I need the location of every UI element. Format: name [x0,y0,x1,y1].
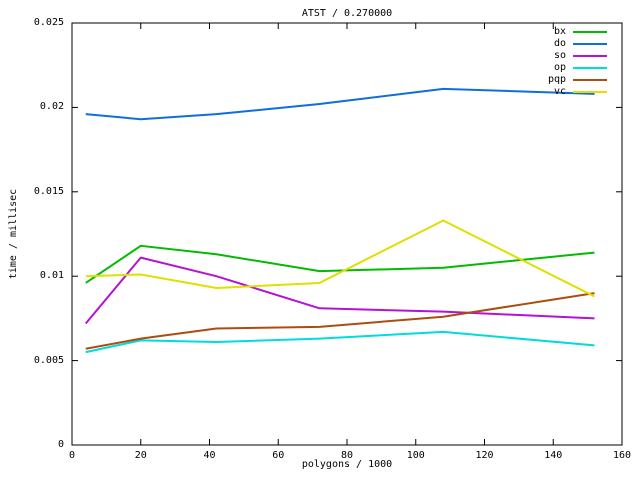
x-tick-label: 160 [612,450,632,461]
legend-line-sample-pqp [573,79,607,81]
y-tick-label: 0.015 [33,185,64,197]
x-tick-label: 100 [406,450,425,461]
x-tick-label: 120 [475,450,494,461]
y-tick-label: 0.01 [39,270,64,282]
x-axis-label: polygons / 1000 [301,459,393,470]
series-line-pqp [85,292,595,350]
legend-row-so: so [554,50,607,62]
legend-line-sample-do [573,43,607,45]
legend-line-sample-bx [573,31,607,33]
x-tick-label: 0 [68,450,76,461]
legend-row-vc: vc [554,86,607,98]
legend-line-sample-so [573,55,607,57]
y-tick-label: 0 [57,439,64,450]
x-tick-label: 60 [272,450,285,461]
plot-border [71,22,623,446]
y-tick-label: 0.025 [33,17,64,28]
y-axis-label: time / millisec [8,188,19,280]
legend-row-bx: bx [554,26,607,38]
series-line-do [85,87,595,121]
legend-label-op: op [553,62,566,73]
x-tick-label: 40 [203,450,216,461]
legend-label-do: do [553,38,566,49]
legend-row-pqp: pqp [548,74,607,86]
series-line-op [85,330,595,354]
legend-label-vc: vc [553,86,566,97]
chart-title: ATST / 0.270000 [301,8,393,19]
legend-label-bx: bx [553,26,566,37]
legend-row-op: op [554,62,607,74]
y-tick-label: 0.02 [39,101,64,113]
series-line-bx [85,244,595,284]
x-tick-label: 20 [134,450,147,461]
legend-line-sample-op [573,67,607,69]
series-line-vc [85,219,595,298]
series-line-so [84,256,595,325]
legend-line-sample-vc [573,91,607,93]
legend-label-so: so [553,50,566,61]
x-tick-label: 80 [340,450,354,461]
y-tick-label: 0.005 [33,354,64,366]
legend-label-pqp: pqp [547,74,566,85]
x-tick-label: 140 [544,450,563,461]
legend-row-do: do [554,38,607,50]
